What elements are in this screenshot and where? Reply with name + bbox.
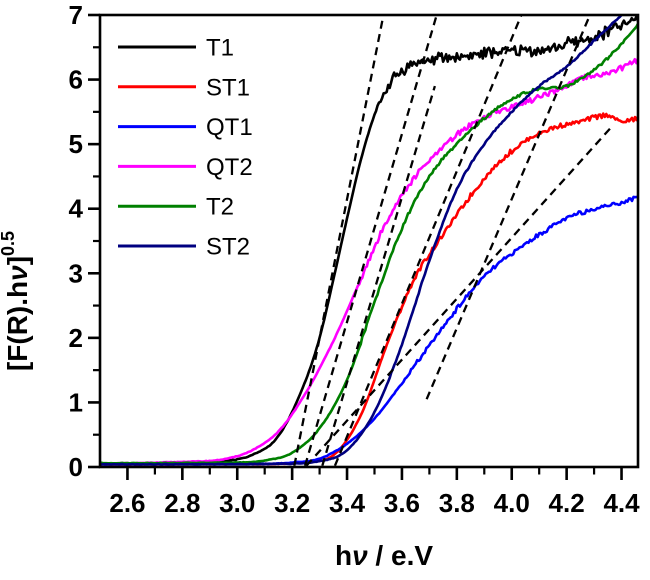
x-axis-title: hν / e.V — [335, 540, 433, 571]
tangent-line-ST1 — [333, 15, 523, 467]
x-tick-label: 4.2 — [549, 488, 585, 518]
y-tick-label: 5 — [69, 129, 83, 159]
x-tick-label: 3.0 — [219, 488, 255, 518]
plot-frame — [98, 13, 640, 469]
x-tick-label: 4.0 — [494, 488, 530, 518]
legend-label-T2: T2 — [206, 194, 234, 221]
x-tick-label: 4.4 — [603, 488, 640, 518]
tangent-line-QT2 — [303, 15, 438, 467]
legend-label-ST2: ST2 — [206, 234, 250, 261]
x-tick-label: 3.6 — [384, 488, 420, 518]
legend-label-ST1: ST1 — [206, 74, 250, 101]
legend-label-T1: T1 — [206, 35, 234, 62]
x-tick-label: 3.4 — [329, 488, 366, 518]
tangent-line-QT1 — [305, 127, 612, 467]
y-tick-label: 2 — [69, 323, 83, 353]
legend-label-QT1: QT1 — [206, 114, 253, 141]
x-tick-label: 2.6 — [109, 488, 145, 518]
y-tick-label: 3 — [69, 258, 83, 288]
y-tick-label: 4 — [69, 194, 84, 224]
x-tick-label: 2.8 — [164, 488, 200, 518]
series-curve-QT2 — [100, 57, 638, 466]
series-curve-QT1 — [100, 195, 638, 466]
y-tick-label: 0 — [69, 452, 83, 482]
y-tick-label: 1 — [69, 387, 83, 417]
x-tick-label: 3.8 — [439, 488, 475, 518]
y-tick-label: 6 — [69, 65, 83, 95]
tangent-line-T1 — [293, 15, 385, 466]
series-curve-ST2 — [100, 15, 625, 466]
legend-label-QT2: QT2 — [206, 154, 253, 181]
x-tick-label: 3.2 — [274, 488, 310, 518]
tangent-line-T2 — [321, 85, 436, 467]
y-tick-label: 7 — [69, 0, 83, 30]
tangent-line-ST2 — [425, 15, 592, 400]
y-axis-title: [F(R).hν]0.5 — [0, 231, 33, 371]
